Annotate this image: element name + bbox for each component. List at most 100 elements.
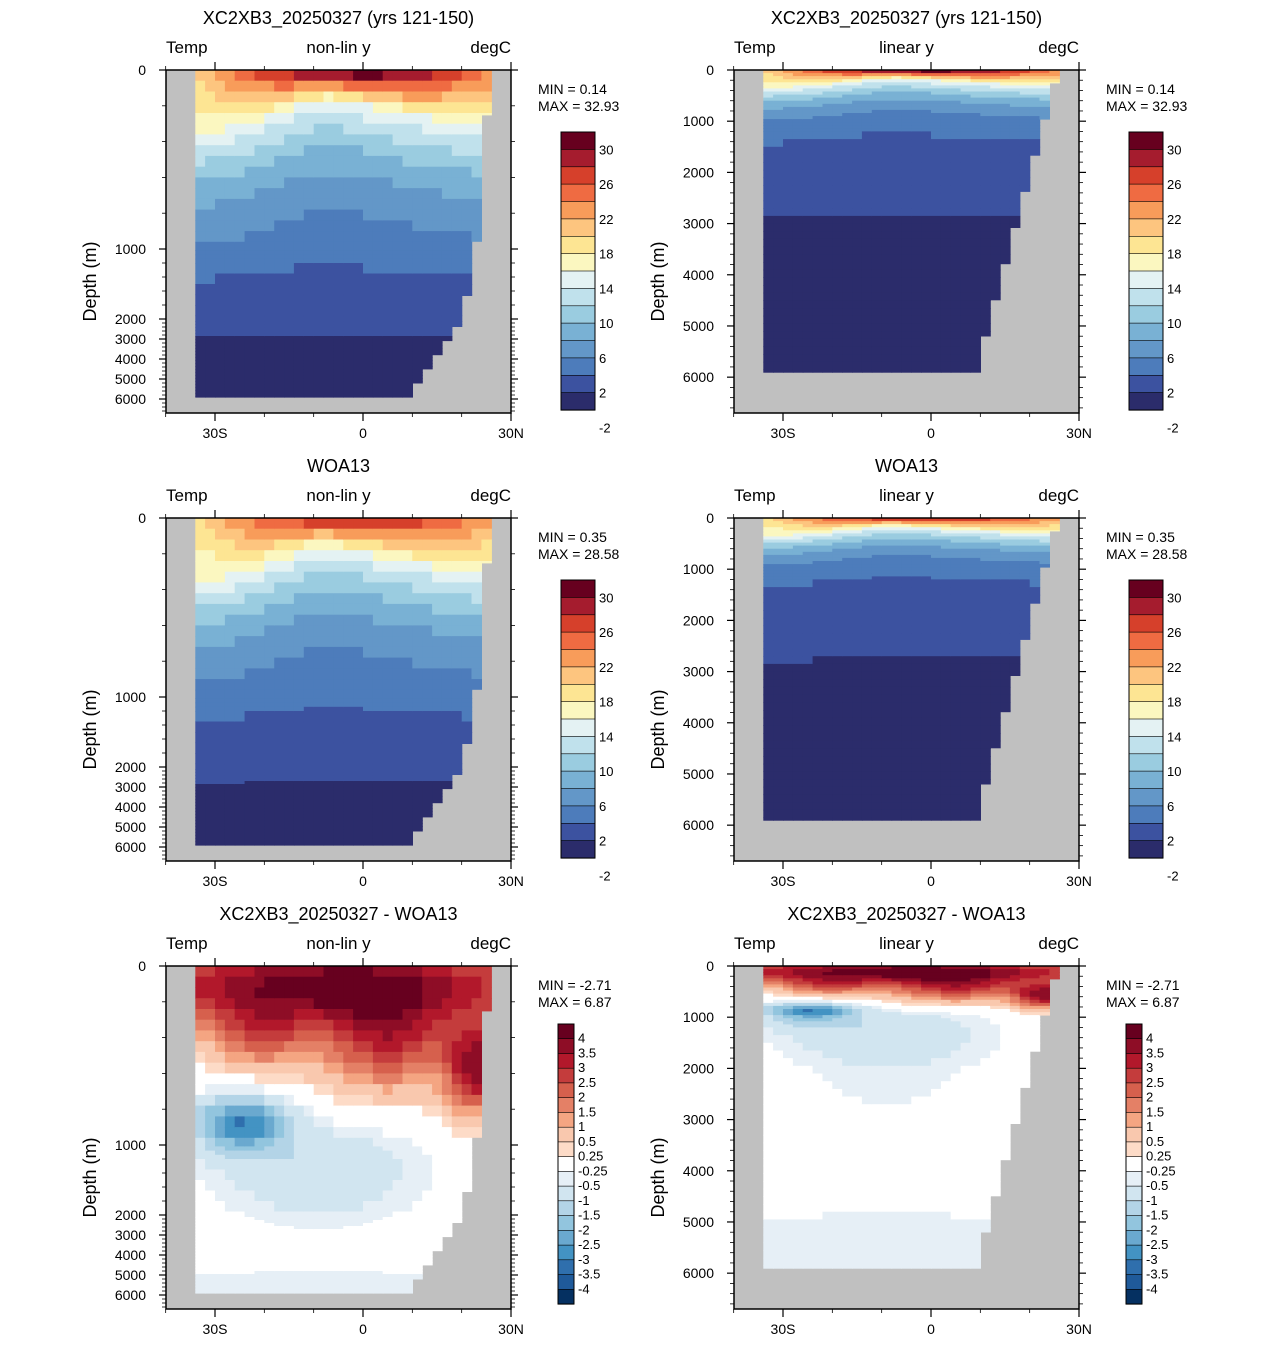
field-cell — [931, 106, 942, 111]
field-cell — [802, 771, 814, 780]
field-cell — [224, 805, 236, 809]
field-cell — [792, 570, 804, 574]
field-cell — [822, 100, 833, 105]
field-cell — [471, 80, 482, 92]
field-cell — [392, 336, 404, 340]
field-cell — [363, 363, 374, 367]
field-cell — [970, 109, 981, 114]
field-cell — [274, 330, 285, 334]
field-cell — [832, 625, 843, 634]
field-cell — [224, 263, 236, 275]
field-cell — [303, 155, 315, 168]
field-cell — [402, 258, 413, 264]
field-cell — [773, 70, 784, 74]
field-cell — [284, 357, 295, 361]
field-cell — [950, 79, 962, 83]
field-cell — [832, 686, 843, 696]
field-cell — [402, 838, 413, 842]
field-cell — [372, 550, 384, 562]
field-cell — [234, 366, 246, 370]
field-cell — [244, 614, 256, 626]
field-cell — [432, 324, 443, 328]
field-cell — [773, 771, 784, 780]
field-cell — [303, 336, 315, 340]
field-cell — [343, 808, 354, 812]
field-cell — [303, 528, 315, 540]
field-cell — [244, 802, 256, 806]
field-cell — [205, 668, 216, 680]
field-cell — [323, 808, 334, 812]
y-axis-label: Depth (m) — [80, 241, 100, 321]
field-cell — [802, 763, 814, 772]
field-cell — [313, 679, 325, 691]
field-cell — [244, 561, 256, 573]
field-cell — [234, 814, 246, 818]
field-cell — [441, 305, 453, 317]
field-cell — [940, 169, 952, 179]
field-cell — [392, 832, 404, 836]
field-cell — [205, 784, 216, 788]
field-cell — [773, 128, 784, 133]
field-cell — [205, 155, 216, 168]
field-cell — [264, 250, 275, 256]
field-cell — [931, 97, 942, 102]
field-cell — [392, 775, 404, 779]
field-cell — [215, 706, 226, 712]
field-cell — [891, 246, 902, 255]
field-cell — [264, 342, 275, 346]
field-cell — [901, 122, 912, 126]
field-cell — [1000, 162, 1011, 171]
field-cell — [363, 636, 374, 648]
field-cell — [792, 573, 804, 577]
field-cell — [832, 315, 843, 324]
field-cell — [353, 357, 364, 361]
field-cell — [950, 131, 962, 140]
field-cell — [441, 155, 453, 168]
field-cell — [284, 348, 295, 352]
field-cell — [402, 254, 413, 260]
field-cell — [441, 70, 453, 82]
field-cell — [264, 345, 275, 349]
field-cell — [353, 387, 364, 391]
field-cell — [244, 518, 256, 530]
field-cell — [274, 571, 285, 583]
field-cell — [293, 357, 305, 361]
field-cell — [303, 802, 315, 806]
field-cell — [293, 327, 305, 331]
field-cell — [911, 103, 922, 108]
field-cell — [481, 528, 492, 540]
field-cell — [353, 706, 364, 712]
field-cell — [274, 593, 285, 605]
field-cell — [264, 698, 275, 704]
field-cell — [333, 324, 344, 328]
field-cell — [382, 354, 394, 358]
field-cell — [224, 593, 236, 605]
field-cell — [313, 188, 325, 200]
field-cell — [224, 784, 236, 788]
field-cell — [783, 576, 794, 581]
field-cell — [822, 817, 833, 821]
field-cell — [432, 305, 443, 317]
field-cell — [215, 351, 226, 355]
field-cell — [1000, 223, 1011, 232]
field-cell — [921, 85, 932, 90]
field-cell — [802, 710, 814, 719]
field-cell — [451, 80, 463, 92]
field-cell — [284, 198, 295, 211]
field-cell — [323, 646, 334, 659]
field-cell — [343, 348, 354, 352]
field-cell — [461, 603, 473, 616]
field-cell — [871, 292, 883, 301]
field-cell — [303, 769, 315, 773]
field-cell — [205, 698, 216, 704]
field-cell — [871, 103, 883, 108]
field-cell — [264, 284, 275, 296]
field-cell — [901, 192, 912, 202]
field-cell — [195, 91, 206, 103]
field-cell — [392, 668, 404, 680]
field-cell — [195, 781, 206, 785]
field-cell — [205, 808, 216, 812]
field-cell — [323, 732, 334, 744]
field-cell — [205, 145, 216, 157]
field-cell — [461, 528, 473, 540]
